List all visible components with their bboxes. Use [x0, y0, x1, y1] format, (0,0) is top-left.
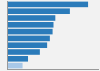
- bars: [8, 2, 88, 69]
- bar: [8, 15, 55, 21]
- bar: [8, 2, 88, 8]
- bar: [8, 63, 23, 69]
- bar: [8, 49, 40, 55]
- bar: [8, 8, 70, 14]
- x-axis: [8, 69, 99, 70]
- bar: [8, 56, 28, 62]
- y-axis: [7, 1, 8, 70]
- bar: [8, 36, 50, 42]
- bar: [8, 42, 47, 48]
- bar: [8, 29, 53, 35]
- bar: [8, 22, 54, 28]
- chart: [0, 0, 100, 71]
